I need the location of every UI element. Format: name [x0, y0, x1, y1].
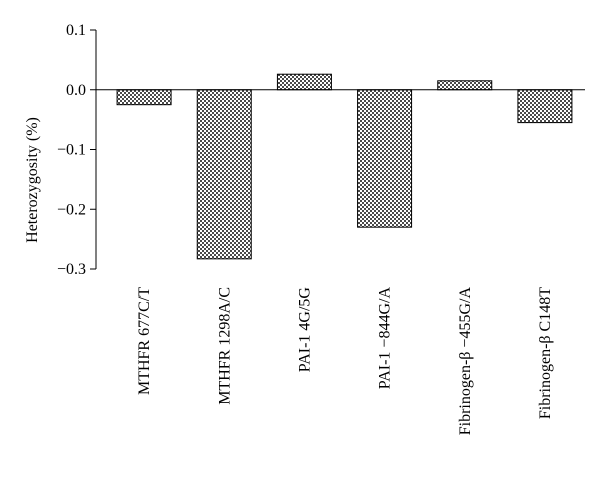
y-tick-label: 0.0 — [66, 82, 86, 99]
category-labels-group: MTHFR 677C/T MTHFR 1298A/C PAI-1 4G/5G PAI-… — [136, 287, 554, 436]
bars-group — [116, 73, 573, 260]
y-axis-title: Heterozygosity (%) — [24, 117, 41, 243]
y-tick-label: −0.1 — [57, 142, 86, 159]
bar-1 — [116, 89, 172, 106]
category-label: Fibrinogen-β −455G/A — [457, 287, 474, 436]
category-label: MTHFR 677C/T — [136, 287, 153, 395]
category-label: Fibrinogen-β C148T — [537, 287, 554, 419]
y-tick-label: 0.1 — [66, 22, 86, 39]
bar-4 — [357, 89, 413, 228]
y-tick-label: −0.3 — [57, 261, 86, 278]
category-label: PAI-1 4G/5G — [296, 287, 313, 373]
y-ticks-group: 0.1 0.0 −0.1 −0.2 −0.3 — [57, 22, 96, 278]
category-label: PAI-1 −844G/A — [377, 287, 394, 390]
category-label: MTHFR 1298A/C — [216, 287, 233, 405]
plot-area: 0.1 0.0 −0.1 −0.2 −0.3 MTHFR 677C/T MTHFR 129… — [57, 22, 585, 435]
bar-3 — [276, 73, 332, 91]
y-tick-label: −0.2 — [57, 201, 86, 218]
bar-5 — [437, 80, 493, 91]
bar-6 — [517, 89, 573, 124]
bar-2 — [196, 89, 252, 260]
